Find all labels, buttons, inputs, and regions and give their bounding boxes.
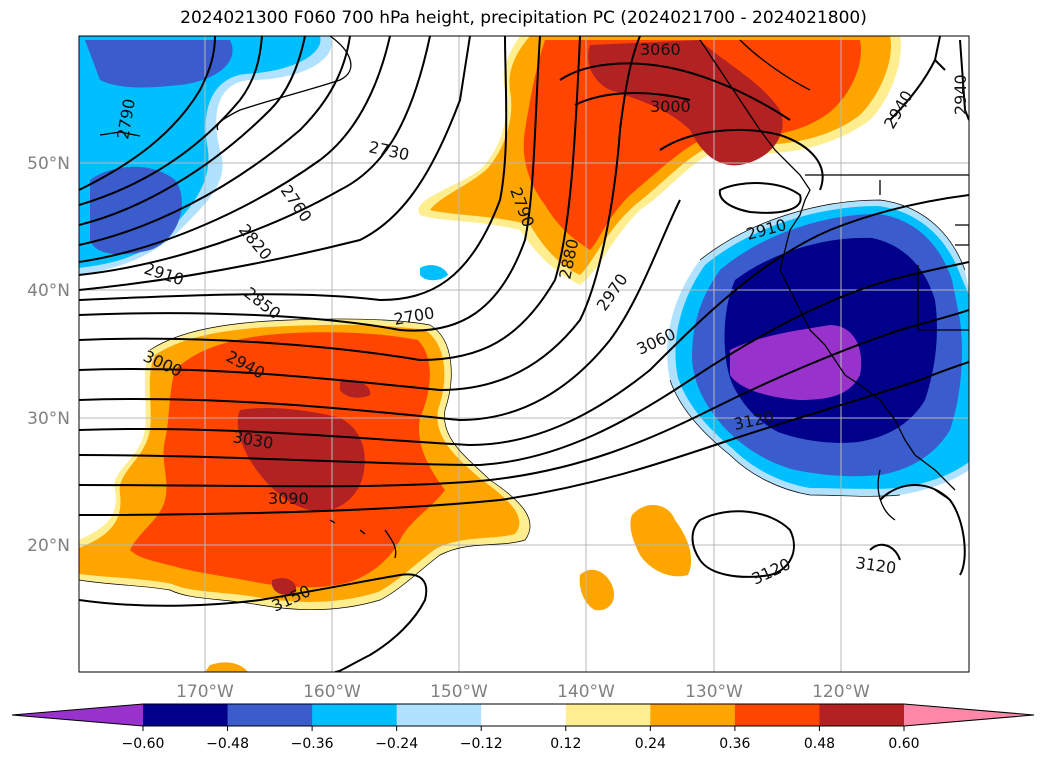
- colorbar-segment: [481, 704, 567, 726]
- colorbar-extend-low: [12, 704, 143, 726]
- colorbar-segment: [734, 704, 820, 726]
- colorbar-segment: [565, 704, 651, 726]
- colorbar-segment: [396, 704, 482, 726]
- lat-label-50n: 50°N: [27, 154, 70, 174]
- colorbar-tick-label: −0.48: [206, 736, 249, 752]
- lon-label-130w: 130°W: [685, 682, 743, 702]
- colorbar-tick-label: −0.60: [122, 736, 165, 752]
- lon-label-120w: 120°W: [812, 682, 870, 702]
- colorbar-extend-high: [904, 704, 1034, 726]
- latitude-labels: 50°N 40°N 30°N 20°N: [27, 154, 70, 556]
- lon-label-160w: 160°W: [303, 682, 361, 702]
- small-negative-patch: [420, 265, 448, 281]
- height-contours: [79, 36, 969, 672]
- graticule: [79, 36, 969, 672]
- colorbar-segment: [312, 704, 398, 726]
- colorbar-segment: [227, 704, 313, 726]
- colorbar: −0.60 −0.48 −0.36 −0.24 −0.12 0.12 0.24 0.36 0.4…: [11, 703, 1035, 752]
- map-frame: [78, 35, 970, 673]
- small-positive-patch-1: [630, 504, 692, 577]
- contour-label: 3000: [650, 97, 691, 116]
- colorbar-tick-label: 0.48: [804, 736, 835, 752]
- small-positive-patch-3: [205, 662, 248, 672]
- colorbar-tick-label: 0.36: [719, 736, 750, 752]
- colorbar-segment: [650, 704, 736, 726]
- lat-label-40n: 40°N: [27, 281, 70, 301]
- colorbar-tick-label: −0.12: [460, 736, 503, 752]
- lon-label-140w: 140°W: [557, 682, 615, 702]
- colorbar-tick-label: −0.36: [291, 736, 334, 752]
- longitude-labels: 170°W 160°W 150°W 140°W 130°W 120°W: [176, 682, 870, 702]
- page-title: 2024021300 F060 700 hPa height, precipit…: [180, 8, 867, 28]
- lat-label-20n: 20°N: [27, 536, 70, 556]
- colorbar-segment: [819, 704, 905, 726]
- small-positive-patch-2: [579, 569, 615, 611]
- lon-label-150w: 150°W: [430, 682, 488, 702]
- colorbar-tick-label: 0.60: [888, 736, 919, 752]
- contour-label: 3090: [268, 489, 309, 508]
- lon-label-170w: 170°W: [176, 682, 234, 702]
- colorbar-segment: [143, 704, 229, 726]
- map-panel: [79, 36, 969, 672]
- colorbar-tick-label: 0.24: [635, 736, 666, 752]
- lat-label-30n: 30°N: [27, 409, 70, 429]
- positive-anomaly-north: [418, 36, 901, 285]
- colorbar-tick-label: −0.24: [375, 736, 418, 752]
- contour-label: 2940: [951, 74, 970, 115]
- precip-outline: [79, 199, 966, 611]
- colorbar-tick-label: 0.12: [550, 736, 581, 752]
- contour-label: 3060: [640, 40, 681, 59]
